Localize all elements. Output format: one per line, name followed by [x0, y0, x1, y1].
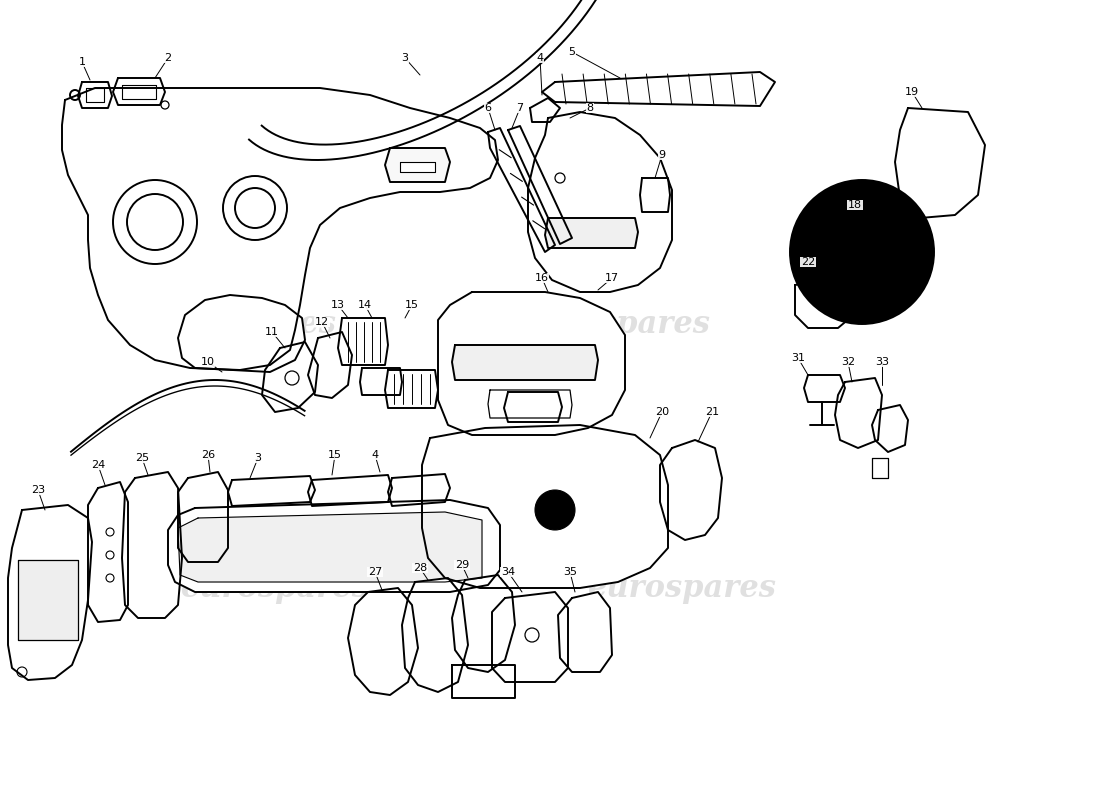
- Text: 20: 20: [654, 407, 669, 417]
- Text: 27: 27: [367, 567, 382, 577]
- Polygon shape: [488, 390, 572, 418]
- Text: eurospares: eurospares: [147, 309, 337, 339]
- Text: 26: 26: [201, 450, 216, 460]
- Polygon shape: [872, 405, 908, 452]
- Text: 21: 21: [705, 407, 719, 417]
- Text: 5: 5: [569, 47, 575, 57]
- Polygon shape: [86, 88, 104, 102]
- Text: 25: 25: [135, 453, 150, 463]
- Text: 6: 6: [484, 103, 492, 113]
- Polygon shape: [452, 665, 515, 698]
- Text: 12: 12: [315, 317, 329, 327]
- Polygon shape: [530, 98, 560, 122]
- Polygon shape: [88, 482, 128, 622]
- Polygon shape: [542, 72, 775, 106]
- Text: 28: 28: [412, 563, 427, 573]
- Text: 7: 7: [516, 103, 524, 113]
- Polygon shape: [122, 85, 156, 99]
- Text: 34: 34: [500, 567, 515, 577]
- Text: 16: 16: [535, 273, 549, 283]
- Text: 4: 4: [372, 450, 378, 460]
- Polygon shape: [804, 375, 845, 402]
- Text: 2: 2: [164, 53, 172, 63]
- Text: eurospares: eurospares: [587, 573, 777, 603]
- Polygon shape: [388, 474, 450, 506]
- Polygon shape: [438, 292, 625, 435]
- Polygon shape: [660, 440, 722, 540]
- Polygon shape: [528, 112, 672, 292]
- Text: 15: 15: [328, 450, 342, 460]
- Text: eurospares: eurospares: [521, 309, 711, 339]
- Polygon shape: [452, 575, 515, 672]
- Polygon shape: [308, 332, 352, 398]
- Polygon shape: [835, 378, 882, 448]
- Circle shape: [854, 244, 870, 260]
- Polygon shape: [168, 500, 500, 592]
- Text: 9: 9: [659, 150, 666, 160]
- Polygon shape: [178, 295, 305, 372]
- Text: 15: 15: [405, 300, 419, 310]
- Text: 33: 33: [874, 357, 889, 367]
- Polygon shape: [508, 126, 572, 244]
- Polygon shape: [872, 458, 888, 478]
- Polygon shape: [385, 370, 438, 408]
- Polygon shape: [262, 342, 318, 412]
- Polygon shape: [360, 368, 401, 395]
- Polygon shape: [113, 78, 165, 105]
- Text: 32: 32: [840, 357, 855, 367]
- Text: 22: 22: [801, 257, 815, 267]
- Polygon shape: [122, 472, 182, 618]
- Text: 19: 19: [905, 87, 920, 97]
- Text: 31: 31: [791, 353, 805, 363]
- Polygon shape: [178, 472, 228, 562]
- Polygon shape: [228, 476, 315, 506]
- Text: 24: 24: [91, 460, 106, 470]
- Text: 29: 29: [455, 560, 469, 570]
- Text: 3: 3: [402, 53, 408, 63]
- Text: 18: 18: [848, 200, 862, 210]
- Polygon shape: [400, 162, 434, 172]
- Polygon shape: [348, 588, 418, 695]
- Text: 13: 13: [331, 300, 345, 310]
- Polygon shape: [18, 560, 78, 640]
- Polygon shape: [8, 505, 92, 680]
- Polygon shape: [178, 512, 482, 582]
- Polygon shape: [385, 148, 450, 182]
- Text: 23: 23: [31, 485, 45, 495]
- Polygon shape: [78, 82, 112, 108]
- Text: 8: 8: [586, 103, 594, 113]
- Polygon shape: [452, 345, 598, 380]
- Polygon shape: [338, 318, 388, 365]
- Polygon shape: [544, 218, 638, 248]
- Polygon shape: [492, 592, 568, 682]
- Polygon shape: [488, 128, 556, 252]
- Polygon shape: [308, 475, 392, 506]
- Polygon shape: [504, 392, 562, 422]
- Polygon shape: [895, 108, 984, 218]
- Text: 17: 17: [605, 273, 619, 283]
- Text: 14: 14: [358, 300, 372, 310]
- Polygon shape: [795, 278, 855, 328]
- Text: eurospares: eurospares: [180, 573, 370, 603]
- Polygon shape: [640, 178, 670, 212]
- Polygon shape: [62, 88, 498, 370]
- Circle shape: [790, 180, 934, 324]
- Text: 4: 4: [537, 53, 543, 63]
- Polygon shape: [422, 425, 668, 588]
- Text: 1: 1: [78, 57, 86, 67]
- Polygon shape: [402, 578, 468, 692]
- Circle shape: [535, 490, 575, 530]
- Text: 3: 3: [254, 453, 262, 463]
- Text: 11: 11: [265, 327, 279, 337]
- Polygon shape: [558, 592, 612, 672]
- Polygon shape: [249, 0, 611, 160]
- Text: 10: 10: [201, 357, 214, 367]
- Text: 35: 35: [563, 567, 578, 577]
